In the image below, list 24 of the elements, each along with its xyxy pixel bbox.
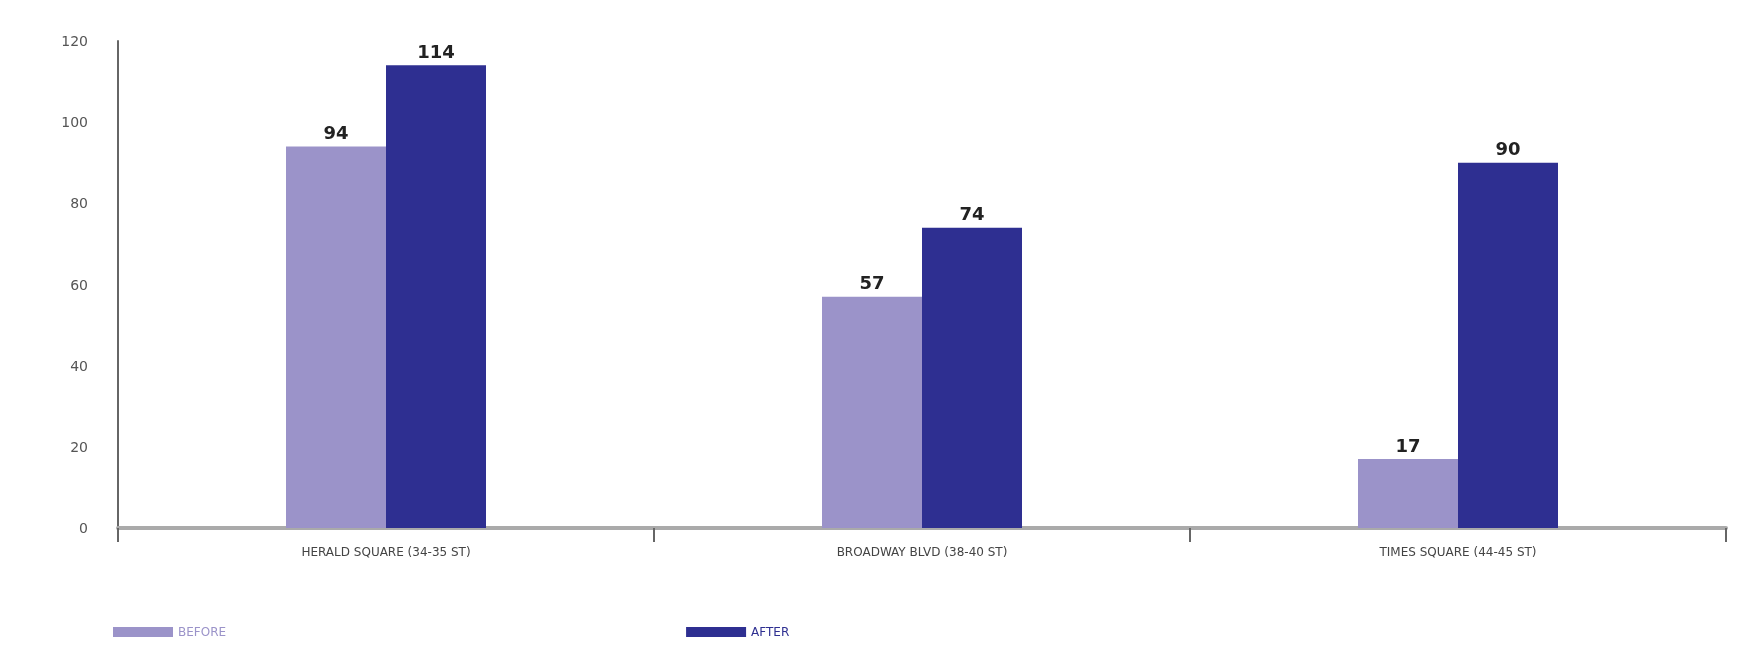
data-label: 74 [959, 203, 985, 225]
y-tick-label: 20 [70, 438, 88, 455]
x-tick-label: BROADWAY BLVD (38-40 ST) [836, 545, 1008, 559]
bar [386, 65, 486, 528]
x-tick-label: HERALD SQUARE (34-35 ST) [301, 545, 471, 559]
bar [922, 227, 1022, 528]
y-tick-label: 0 [79, 520, 88, 536]
bar [1358, 459, 1458, 528]
bar [286, 146, 386, 528]
data-label: 17 [1395, 434, 1421, 456]
y-tick-label: 100 [61, 114, 88, 131]
data-label: 57 [859, 272, 885, 294]
data-label: 114 [417, 40, 455, 62]
data-label: 94 [323, 122, 349, 144]
x-tick-label: TIMES SQUARE (44-45 ST) [1378, 545, 1537, 559]
y-tick-label: 60 [70, 276, 88, 293]
bar [1458, 162, 1558, 528]
bar [822, 296, 922, 528]
data-label: 90 [1495, 138, 1521, 160]
legend-label: BEFORE [178, 625, 227, 639]
legend-label: AFTER [751, 625, 790, 639]
y-tick-label: 80 [70, 195, 88, 212]
y-tick-label: 40 [70, 357, 88, 374]
y-tick-label: 120 [61, 33, 88, 49]
